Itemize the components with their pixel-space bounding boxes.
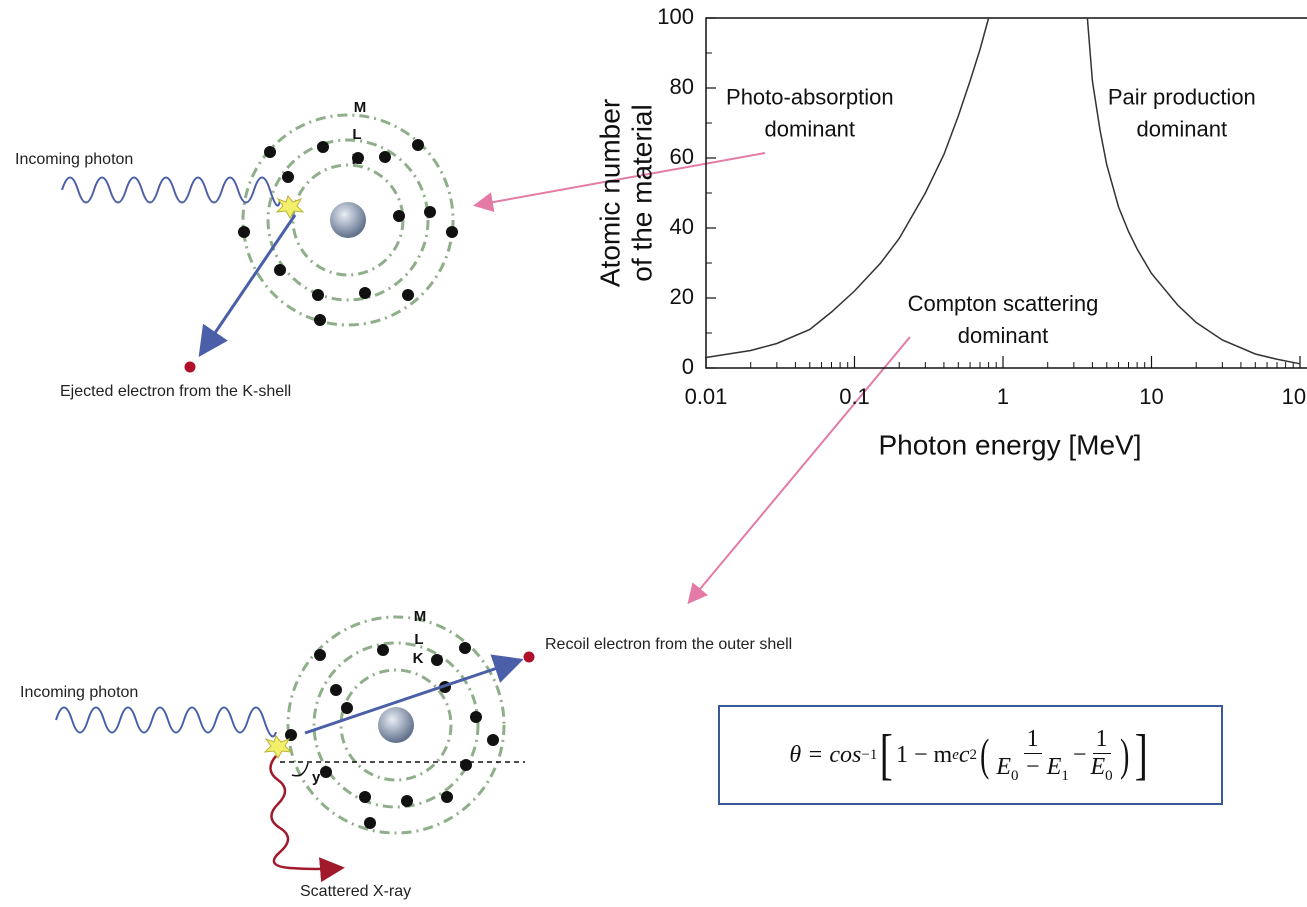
eq-text: 0 xyxy=(1105,767,1113,784)
eq-text: −1 xyxy=(861,746,878,763)
eq-text: − E xyxy=(1018,753,1062,780)
nucleus xyxy=(330,202,366,238)
recoil-electron xyxy=(522,650,536,664)
shell-l xyxy=(266,138,430,302)
atom-photoelectric: Incoming photon M L K Ejected electron f… xyxy=(15,99,458,400)
annotation: Compton scattering xyxy=(908,291,1099,316)
burst xyxy=(263,734,293,760)
annotation: Pair production xyxy=(1108,84,1256,109)
paren: ( xyxy=(980,729,990,780)
link-arrow xyxy=(687,336,911,605)
shell-label: L xyxy=(352,126,361,143)
burst xyxy=(275,194,305,220)
eq-text: c xyxy=(958,741,970,768)
link-arrow xyxy=(473,152,766,212)
shell-m xyxy=(241,113,455,327)
nucleus xyxy=(378,707,414,743)
electrons xyxy=(238,139,458,326)
annotation: dominant xyxy=(765,116,856,141)
scattered-wave xyxy=(269,755,345,883)
label: Scattered X-ray xyxy=(300,883,411,900)
fraction: 1 E0 xyxy=(1090,726,1112,785)
label: Incoming photon xyxy=(20,684,138,701)
annotation: dominant xyxy=(1137,116,1228,141)
y-tick-label: 100 xyxy=(657,4,694,29)
angle-label: y xyxy=(312,769,321,786)
ejected-electron xyxy=(183,360,197,374)
x-tick-label: 1 xyxy=(997,384,1009,409)
eq-text: 1 xyxy=(1023,726,1042,754)
eq-text: e xyxy=(952,746,959,763)
fraction: 1 E0 − E1 xyxy=(996,726,1069,785)
shell-label: M xyxy=(414,608,427,625)
y-tick-label: 40 xyxy=(670,214,694,239)
label: Ejected electron from the K-shell xyxy=(60,383,291,400)
chart: Photon energy [MeV] Atomic number of the… xyxy=(594,4,1307,460)
eq-text: 1 xyxy=(1061,767,1069,784)
shell-label: K xyxy=(413,650,424,667)
eq-text: θ = cos xyxy=(789,741,862,768)
label: Incoming photon xyxy=(15,151,133,168)
recoil-arrow xyxy=(304,654,524,735)
y-tick-label: 0 xyxy=(682,354,694,379)
annotation: Photo-absorption xyxy=(726,84,894,109)
shell-l xyxy=(312,641,480,809)
bracket: ] xyxy=(1134,724,1148,786)
shell-m xyxy=(286,615,506,835)
shell-label: M xyxy=(354,99,367,116)
shell-label: K xyxy=(352,151,363,168)
bracket: [ xyxy=(880,724,894,786)
equation-box xyxy=(718,705,1223,805)
x-axis-title: Photon energy [MeV] xyxy=(878,429,1141,460)
ejected-arrow xyxy=(198,214,297,357)
y-axis-title: Atomic number xyxy=(594,99,625,287)
eq-text: 2 xyxy=(969,746,978,763)
x-tick-label: 10 xyxy=(1139,384,1163,409)
photon-wave xyxy=(55,706,277,738)
x-tick-label: 100 xyxy=(1282,384,1307,409)
y-tick-label: 60 xyxy=(670,144,694,169)
eq-text: 1 − m xyxy=(896,741,953,768)
y-tick-label: 80 xyxy=(670,74,694,99)
curve xyxy=(1086,17,1301,365)
shell-k xyxy=(339,668,453,782)
annotation: dominant xyxy=(958,323,1049,348)
atom-compton: Incoming photon M L K y Recoil electron … xyxy=(20,608,792,900)
eq-text: 0 xyxy=(1011,767,1019,784)
y-axis-title: of the material xyxy=(626,104,657,281)
photon-wave xyxy=(61,176,281,207)
paren: ) xyxy=(1119,729,1129,780)
x-tick-label: 0.01 xyxy=(685,384,728,409)
angle-arc xyxy=(291,762,309,777)
eq-text: E xyxy=(1090,753,1106,780)
eq-text: 1 xyxy=(1092,726,1111,754)
eq-text: − xyxy=(1072,741,1087,768)
eq-text: E xyxy=(996,753,1012,780)
shell-label: L xyxy=(414,631,423,648)
x-tick-label: 0.1 xyxy=(839,384,870,409)
y-tick-label: 20 xyxy=(670,284,694,309)
label: Recoil electron from the outer shell xyxy=(545,636,792,653)
curve xyxy=(705,17,990,359)
